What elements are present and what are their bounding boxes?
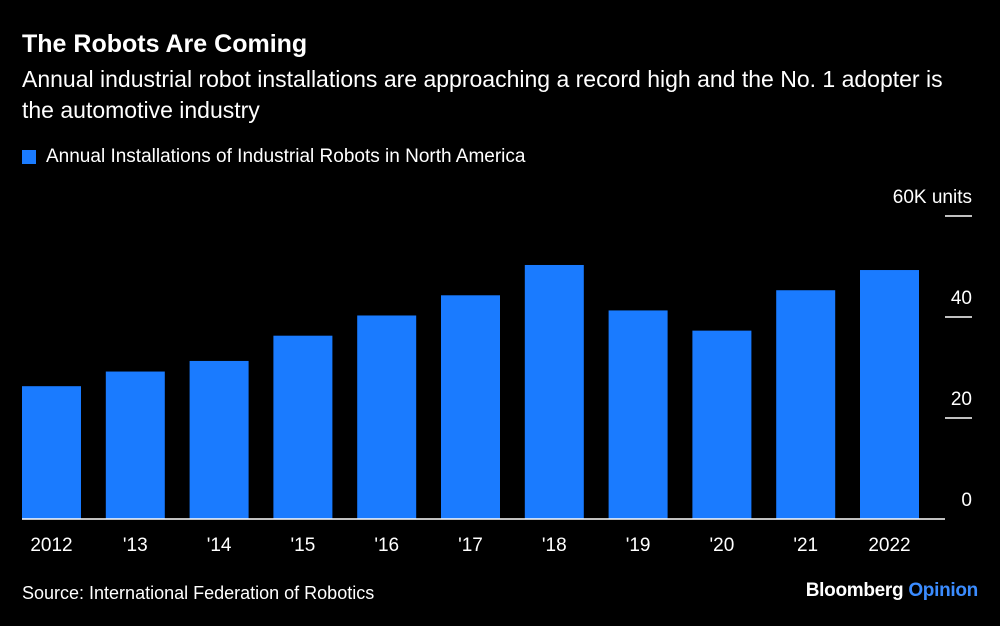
bar [608, 310, 668, 519]
x-tick-label: '15 [291, 535, 316, 556]
bar [105, 371, 165, 519]
brand-accent: Opinion [908, 580, 978, 601]
x-tick-label: '17 [458, 535, 483, 556]
x-tick-label: '20 [710, 535, 735, 556]
bar [273, 335, 333, 519]
bar [189, 360, 249, 519]
legend: Annual Installations of Industrial Robot… [22, 146, 525, 168]
bar [524, 264, 584, 519]
x-tick-label: 2012 [30, 535, 72, 556]
brand-logo: Bloomberg Opinion [805, 580, 979, 602]
brand-main: Bloomberg [805, 580, 904, 601]
legend-swatch [22, 150, 36, 164]
y-tick-label: 60K units [893, 187, 972, 208]
bar [692, 330, 752, 519]
bar [22, 386, 81, 519]
y-tick-label: 20 [951, 389, 972, 410]
x-tick-label: '13 [123, 535, 148, 556]
y-tick-label: 40 [951, 288, 972, 309]
x-tick-label: 2022 [868, 535, 910, 556]
bar [357, 315, 417, 519]
bar [860, 270, 919, 519]
source-note: Source: International Federation of Robo… [22, 583, 375, 603]
y-tick-label: 0 [961, 490, 972, 511]
x-tick-label: '14 [207, 535, 232, 556]
x-tick-label: '21 [793, 535, 818, 556]
x-tick-label: '16 [374, 535, 399, 556]
bar [441, 295, 500, 519]
x-tick-label: '19 [626, 535, 651, 556]
x-tick-label: '18 [542, 535, 567, 556]
legend-label: Annual Installations of Industrial Robot… [46, 146, 526, 167]
bar [776, 290, 836, 519]
chart-subtitle: Annual industrial robot installations ar… [22, 66, 943, 123]
chart-title: The Robots Are Coming [22, 30, 308, 58]
